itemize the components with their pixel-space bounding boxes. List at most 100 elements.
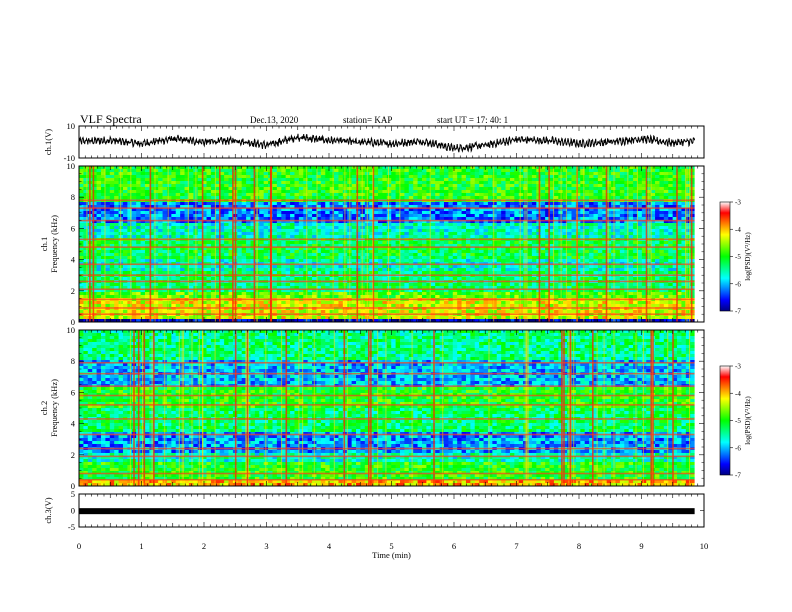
spectrogram-cell [602, 223, 608, 227]
spectrogram-cell [518, 241, 524, 245]
spectrogram-cell [545, 232, 550, 236]
spectrogram-cell [219, 172, 225, 176]
spectrogram-cell [474, 229, 480, 233]
spectrogram-cell [672, 214, 678, 218]
spectrogram-cell [637, 220, 643, 224]
spectrogram-cell [228, 175, 234, 179]
spectrogram-cell [373, 259, 379, 263]
spectrogram-cell [685, 169, 691, 173]
spectrogram-cell [501, 259, 506, 263]
spectrogram-cell [83, 187, 89, 191]
spectrogram-cell [162, 166, 168, 170]
spectrogram-cell [158, 181, 163, 185]
spectrogram-cell [668, 247, 674, 251]
spectrogram-cell [408, 172, 414, 176]
spectrogram-cell [320, 184, 326, 188]
spectrogram-cell [624, 193, 630, 197]
spectrogram-cell [597, 220, 603, 224]
spectrogram-cell [144, 235, 150, 239]
spectrogram-cell [659, 229, 665, 233]
spectrogram-cell [307, 232, 313, 236]
spectrogram-cell [575, 250, 581, 254]
spectrogram-cell [496, 196, 502, 200]
spectrogram-cell [421, 172, 427, 176]
spectrogram-cell [637, 250, 643, 254]
spectrogram-cell [373, 187, 379, 191]
spectrogram-cell [100, 169, 106, 173]
spectrogram-cell [549, 220, 555, 224]
spectrogram-cell [92, 223, 97, 227]
spectrogram-cell [241, 253, 247, 257]
spectrogram-cell [276, 253, 282, 257]
spectrogram-cell [162, 223, 168, 227]
spectrogram-cell [158, 244, 163, 248]
spectrogram-cell [153, 256, 159, 260]
spectrogram-cell [395, 247, 401, 251]
spectrogram-cell [105, 265, 111, 269]
spectrogram-cell [215, 265, 221, 269]
spectrogram-cell [360, 229, 366, 233]
spectrogram-cell [369, 241, 375, 245]
spectrogram-cell [180, 178, 185, 182]
spectrogram-cell [540, 172, 546, 176]
spectrogram-cell [483, 181, 489, 185]
spectrogram-cell [298, 175, 304, 179]
spectrogram-cell [575, 208, 581, 212]
spectrogram-cell [241, 223, 247, 227]
spectrogram-cell [562, 196, 568, 200]
spectrogram-cell [237, 217, 243, 221]
spectrogram-cell [180, 223, 185, 227]
spectrogram-cell [79, 232, 84, 236]
spectrogram-cell [633, 259, 638, 263]
spectrogram-cell [628, 172, 634, 176]
spectrogram-cell [281, 208, 287, 212]
spectrogram-cell [470, 217, 476, 221]
spectrogram-cell [100, 244, 106, 248]
spectrogram-cell [210, 181, 216, 185]
spectrogram-cell [518, 265, 524, 269]
spectrogram-cell [131, 235, 137, 239]
spectrogram-cell [615, 259, 621, 263]
spectrogram-cell [162, 220, 168, 224]
spectrogram-cell [540, 178, 546, 182]
spectrogram-cell [276, 232, 282, 236]
spectrogram-cell [567, 172, 572, 176]
spectrogram-cell [290, 193, 295, 197]
spectrogram-cell [470, 214, 476, 218]
spectrogram-cell [659, 205, 665, 209]
spectrogram-cell [527, 205, 533, 209]
spectrogram-cell [580, 253, 586, 257]
spectrogram-cell [457, 205, 462, 209]
spectrogram-cell [619, 190, 625, 194]
spectrogram-cell [413, 235, 418, 239]
spectrogram-cell [114, 187, 119, 191]
spectrogram-cell [338, 241, 344, 245]
spectrogram-cell [619, 241, 625, 245]
spectrogram-cell [606, 205, 612, 209]
spectrogram-cell [188, 241, 194, 245]
spectrogram-cell [685, 220, 691, 224]
spectrogram-cell [224, 211, 229, 215]
spectrogram-cell [320, 187, 326, 191]
spectrogram-cell [641, 181, 647, 185]
spectrogram-cell [276, 217, 282, 221]
spectrogram-cell [589, 169, 594, 173]
spectrogram-cell [562, 184, 568, 188]
spectrogram-cell [100, 184, 106, 188]
spectrogram-cell [448, 211, 454, 215]
spectrogram-cell [325, 166, 331, 170]
spectrogram-cell [421, 220, 427, 224]
spectrogram-cell [448, 220, 454, 224]
spectrogram-cell [655, 220, 660, 224]
spectrogram-cell [659, 166, 665, 170]
spectrogram-cell [316, 214, 322, 218]
spectrogram-cell [496, 211, 502, 215]
spectrogram-cell [382, 226, 388, 230]
spectrogram-cell [452, 196, 458, 200]
spectrogram-cell [474, 247, 480, 251]
spectrogram-cell [509, 223, 515, 227]
spectrogram-cell [188, 259, 194, 263]
spectrogram-cell [96, 223, 102, 227]
spectrogram-cell [584, 205, 590, 209]
spectrogram-cell [184, 250, 190, 254]
